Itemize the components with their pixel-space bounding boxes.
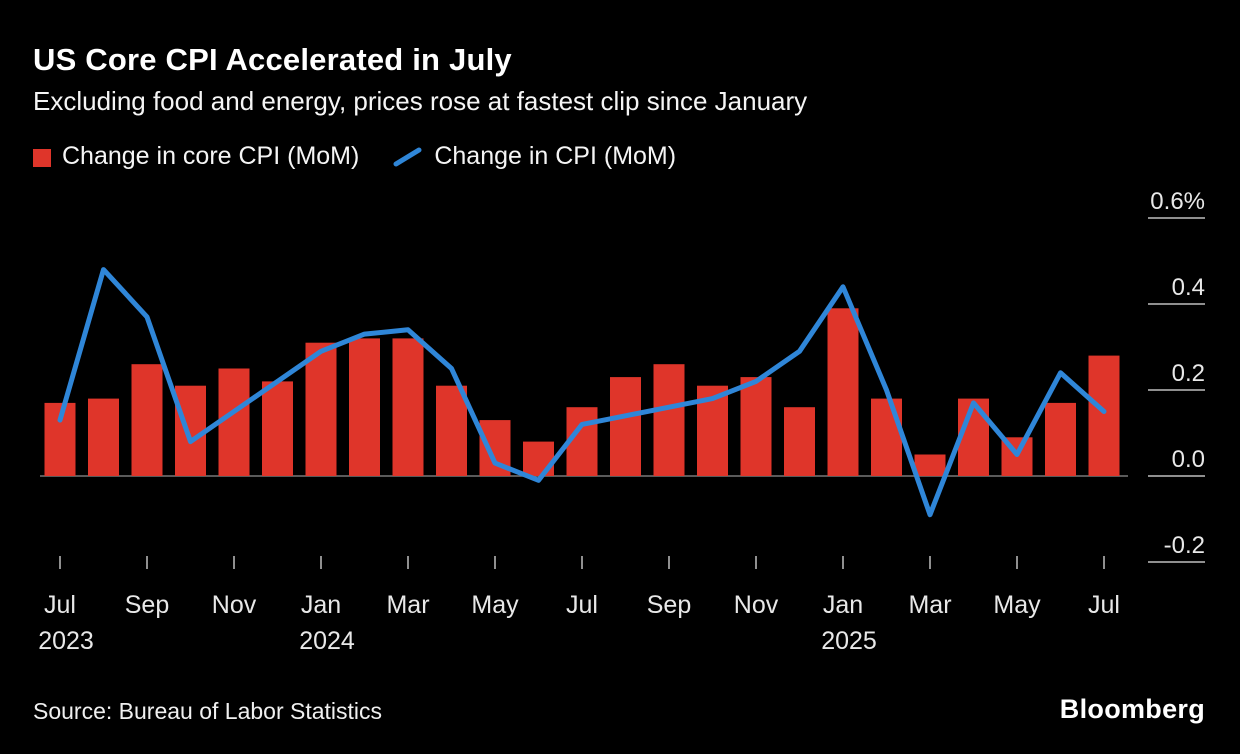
y-tick-label: -0.2	[1164, 532, 1205, 559]
x-tick-label: May	[471, 591, 519, 619]
bar-Mar-2025	[914, 454, 946, 476]
bar-Apr-2024	[436, 385, 467, 476]
bloomberg-logo: Bloomberg	[1059, 694, 1205, 724]
bar-Oct-2023	[175, 385, 206, 476]
y-axis: 0.6% 0.4 0.2 0.0 -0.2	[1148, 188, 1205, 563]
bar-Jul-2025	[1088, 355, 1120, 476]
x-tick-year-label: 2025	[821, 627, 877, 655]
legend-item-cpi: Change in CPI (MoM)	[393, 142, 676, 171]
x-tick-label: Jan	[301, 591, 341, 619]
x-tick-label: Jul	[1088, 591, 1120, 619]
bar-Aug-2023	[88, 398, 119, 476]
bar-Mar-2024	[392, 338, 424, 476]
source-attribution: Source: Bureau of Labor Statistics	[33, 698, 383, 724]
bar-Jan-2024	[305, 342, 337, 476]
chart-title: US Core CPI Accelerated in July	[33, 42, 512, 77]
bar-Aug-2024	[610, 377, 641, 476]
y-tick-label: 0.4	[1172, 274, 1205, 301]
core-cpi-bars	[44, 308, 1120, 476]
y-tick-label: 0.6%	[1150, 188, 1205, 215]
bar-Dec-2024	[784, 407, 815, 476]
y-tick-label: 0.2	[1172, 360, 1205, 387]
cpi-line	[57, 267, 1107, 518]
x-tick-label: Sep	[647, 591, 691, 619]
bar-Dec-2023	[262, 381, 293, 476]
legend-label-cpi: Change in CPI (MoM)	[434, 142, 677, 170]
x-tick-label: May	[993, 591, 1041, 619]
legend-item-core-cpi: Change in core CPI (MoM)	[33, 142, 359, 171]
core-cpi-swatch-icon	[33, 148, 51, 167]
x-tick-label: Sep	[125, 591, 169, 619]
x-tick-year-label: 2023	[38, 627, 94, 655]
bar-Jun-2024	[523, 441, 554, 476]
chart-legend: Change in core CPI (MoM) Change in CPI (…	[33, 142, 676, 171]
x-axis: Jul 2023 Sep Nov Jan 2024 Mar May Jul Sep Nov Jan 20…	[38, 556, 1120, 655]
y-tick-label: 0.0	[1172, 446, 1205, 473]
bar-Sep-2024	[653, 364, 685, 476]
x-tick-label: Mar	[908, 591, 951, 619]
bar-Feb-2024	[349, 338, 380, 476]
x-tick-label: Nov	[212, 591, 257, 619]
x-tick-label: Jul	[44, 591, 76, 619]
cpi-line-icon	[393, 146, 423, 168]
bar-Sep-2023	[131, 364, 163, 476]
legend-label-core-cpi: Change in core CPI (MoM)	[62, 142, 360, 170]
bar-Feb-2025	[871, 398, 902, 476]
bar-Jun-2025	[1045, 402, 1076, 476]
chart-subtitle: Excluding food and energy, prices rose a…	[33, 86, 808, 116]
x-tick-label: Jul	[566, 591, 598, 619]
x-tick-label: Jan	[823, 591, 863, 619]
bar-Jan-2025	[827, 308, 859, 476]
x-tick-label: Nov	[734, 591, 779, 619]
x-tick-label: Mar	[386, 591, 429, 619]
bar-Nov-2023	[218, 368, 250, 476]
x-tick-year-label: 2024	[299, 627, 355, 655]
bar-Nov-2024	[740, 377, 772, 476]
